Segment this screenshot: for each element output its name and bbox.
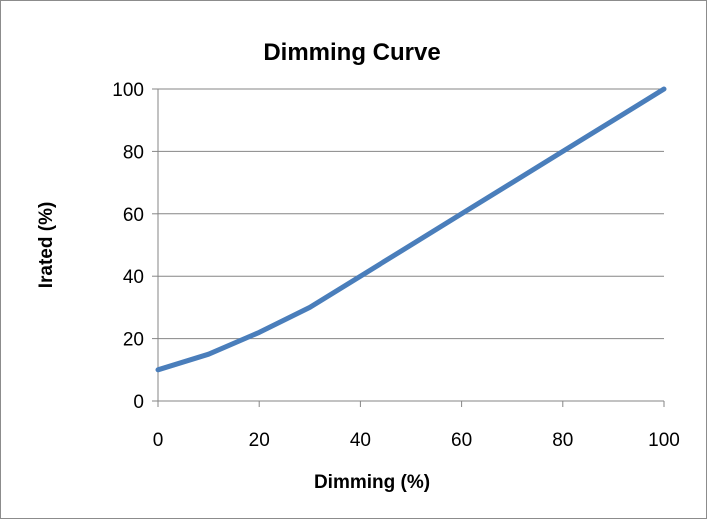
y-tick-label-2: 40 bbox=[123, 267, 144, 288]
grid-lines bbox=[158, 88, 664, 340]
y-tick-label-1: 20 bbox=[123, 330, 144, 351]
x-tick-label-0: 0 bbox=[153, 430, 164, 451]
series-line-0 bbox=[155, 86, 667, 373]
x-tick-label-1: 20 bbox=[249, 430, 270, 451]
chart-title: Dimming Curve bbox=[263, 39, 440, 66]
x-tick-label-4: 80 bbox=[552, 430, 573, 451]
x-tick-label-3: 60 bbox=[451, 430, 472, 451]
y-axis-label: Irated (%) bbox=[36, 202, 57, 289]
y-tick-label-3: 60 bbox=[123, 205, 144, 226]
x-tick-label-2: 40 bbox=[350, 430, 371, 451]
y-tick-labels: 0 20 40 60 80 100 bbox=[112, 80, 144, 413]
y-tick-label-5: 100 bbox=[112, 80, 144, 101]
x-axis-label: Dimming (%) bbox=[314, 472, 430, 493]
y-tick-label-0: 0 bbox=[133, 392, 144, 413]
axes bbox=[152, 88, 665, 407]
series-lines bbox=[155, 86, 667, 373]
x-tick-labels: 0 20 40 60 80 100 bbox=[153, 430, 680, 451]
y-tick-label-4: 80 bbox=[123, 142, 144, 163]
x-tick-label-5: 100 bbox=[648, 430, 680, 451]
